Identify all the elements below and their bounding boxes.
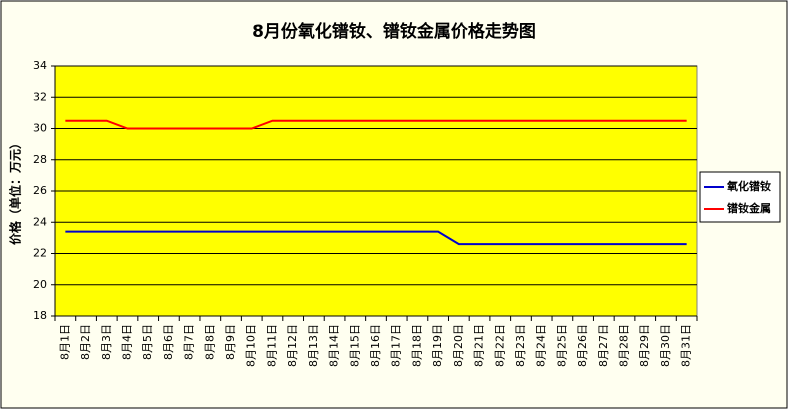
x-tick-label: 8月13日 bbox=[307, 324, 320, 367]
x-tick-label: 8月24日 bbox=[535, 324, 548, 367]
x-tick-label: 8月9日 bbox=[224, 324, 237, 360]
x-tick-label: 8月4日 bbox=[120, 324, 133, 360]
x-tick-label: 8月29日 bbox=[638, 324, 651, 367]
y-tick-label: 28 bbox=[33, 153, 47, 166]
y-tick-label: 32 bbox=[33, 90, 47, 103]
x-tick-label: 8月27日 bbox=[597, 324, 610, 367]
x-tick-label: 8月21日 bbox=[473, 324, 486, 367]
x-tick-label: 8月30日 bbox=[659, 324, 672, 367]
y-tick-label: 34 bbox=[33, 59, 47, 72]
x-tick-label: 8月10日 bbox=[245, 324, 258, 367]
x-tick-label: 8月22日 bbox=[493, 324, 506, 367]
x-tick-label: 8月16日 bbox=[369, 324, 382, 367]
x-tick-label: 8月19日 bbox=[431, 324, 444, 367]
x-tick-label: 8月23日 bbox=[514, 324, 527, 367]
x-tick-label: 8月18日 bbox=[410, 324, 423, 367]
legend-label: 镨钕金属 bbox=[727, 201, 771, 215]
y-axis-label: 价格（单位：万元） bbox=[8, 137, 23, 245]
x-tick-label: 8月2日 bbox=[79, 324, 92, 360]
x-tick-label: 8月7日 bbox=[183, 324, 196, 360]
x-tick-label: 8月5日 bbox=[141, 324, 154, 360]
legend-box bbox=[699, 171, 781, 223]
y-tick-label: 18 bbox=[33, 309, 47, 322]
chart-title: 8月份氧化镨钕、镨钕金属价格走势图 bbox=[252, 21, 536, 42]
y-tick-label: 30 bbox=[33, 122, 47, 135]
x-tick-label: 8月8日 bbox=[203, 324, 216, 360]
y-tick-label: 26 bbox=[33, 184, 47, 197]
x-tick-label: 8月28日 bbox=[618, 324, 631, 367]
x-tick-label: 8月14日 bbox=[328, 324, 341, 367]
x-tick-label: 8月6日 bbox=[162, 324, 175, 360]
x-tick-label: 8月31日 bbox=[680, 324, 693, 367]
x-tick-label: 8月3日 bbox=[100, 324, 113, 360]
x-tick-label: 8月25日 bbox=[555, 324, 568, 367]
y-tick-label: 20 bbox=[33, 278, 47, 291]
x-tick-label: 8月17日 bbox=[390, 324, 403, 367]
x-tick-label: 8月12日 bbox=[286, 324, 299, 367]
series-line bbox=[65, 230, 687, 246]
y-tick-label: 22 bbox=[33, 247, 47, 260]
x-tick-label: 8月20日 bbox=[452, 324, 465, 367]
x-tick-label: 8月15日 bbox=[348, 324, 361, 367]
x-tick-label: 8月11日 bbox=[265, 324, 278, 367]
y-tick-label: 24 bbox=[33, 215, 47, 228]
legend-label: 氧化镨钕 bbox=[726, 179, 771, 193]
series-line bbox=[65, 119, 687, 130]
x-tick-label: 8月26日 bbox=[576, 324, 589, 367]
x-tick-label: 8月1日 bbox=[58, 324, 71, 360]
